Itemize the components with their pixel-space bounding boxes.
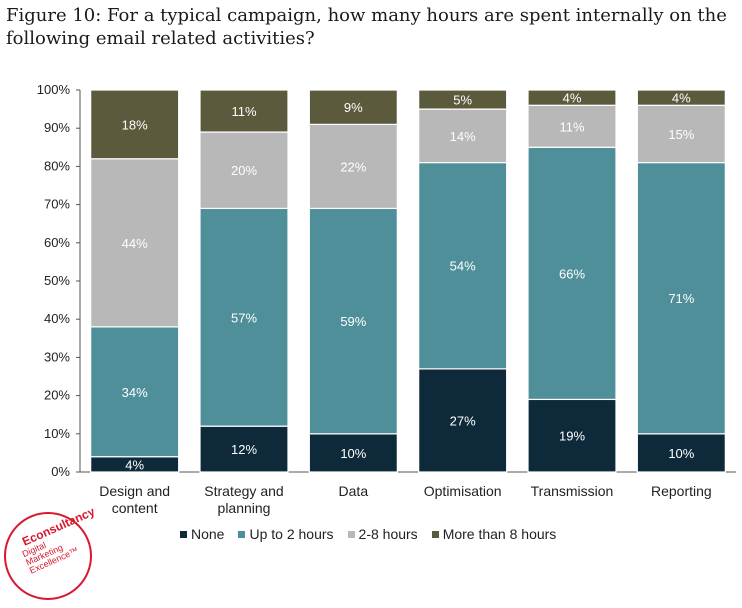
data-label: 12% <box>231 442 257 457</box>
y-tick-label: 50% <box>44 273 70 288</box>
econsultancy-logo: Econsultancy Digital Marketing Excellenc… <box>4 504 97 600</box>
data-label: 11% <box>231 104 256 119</box>
data-label: 18% <box>122 117 148 132</box>
data-label: 11% <box>559 119 584 134</box>
data-label: 44% <box>122 236 148 251</box>
data-label: 27% <box>450 413 476 428</box>
legend-label-up-to-2-hours: Up to 2 hours <box>249 526 334 542</box>
category-label: Design and <box>99 483 170 499</box>
y-tick-label: 40% <box>44 311 70 326</box>
y-tick-label: 30% <box>44 349 70 364</box>
category-label: Optimisation <box>424 483 502 499</box>
legend-item-more-than-8-hours: More than 8 hours <box>431 526 557 542</box>
data-label: 71% <box>668 291 694 306</box>
y-tick-label: 20% <box>44 388 70 403</box>
y-tick-label: 80% <box>44 158 70 173</box>
data-label: 34% <box>122 385 148 400</box>
bar-segment <box>527 398 617 473</box>
data-label: 5% <box>453 93 472 108</box>
category-label: Reporting <box>651 483 712 499</box>
y-tick-label: 70% <box>44 197 70 212</box>
legend-item-none: None <box>180 526 224 542</box>
data-label: 59% <box>340 314 366 329</box>
legend-swatch-up-to-2-hours <box>238 530 246 538</box>
bar-segment <box>418 89 508 110</box>
bar-segment <box>418 108 508 164</box>
bar-segment <box>418 368 508 473</box>
data-label: 57% <box>231 310 257 325</box>
y-tick-label: 10% <box>44 426 70 441</box>
bar-segment <box>199 207 289 427</box>
bar-segment <box>527 89 617 106</box>
y-tick-label: 90% <box>44 120 70 135</box>
bar-segment <box>636 161 726 435</box>
data-label: 4% <box>563 91 582 106</box>
bar-segment <box>527 104 617 148</box>
y-tick-label: 0% <box>51 464 70 479</box>
legend-swatch-more-than-8-hours <box>431 530 439 538</box>
bar-segment <box>90 326 180 458</box>
bar-segment <box>527 146 617 401</box>
bar-segment <box>308 433 398 473</box>
legend-item-up-to-2-hours: Up to 2 hours <box>238 526 334 542</box>
data-label: 54% <box>450 259 476 274</box>
data-label: 4% <box>672 91 691 106</box>
bar-segment <box>418 161 508 370</box>
bar-segment <box>90 89 180 160</box>
legend-swatch-2-8-hours <box>347 530 355 538</box>
bar-segment <box>636 89 726 106</box>
bar-segment <box>90 158 180 328</box>
data-label: 66% <box>559 266 585 281</box>
chart-legend: None Up to 2 hours 2-8 hours More than 8… <box>180 526 556 542</box>
data-label: 20% <box>231 163 257 178</box>
y-tick-label: 60% <box>44 235 70 250</box>
legend-label-more-than-8-hours: More than 8 hours <box>442 526 557 542</box>
data-label: 14% <box>450 129 476 144</box>
category-label: Transmission <box>531 483 614 499</box>
category-label: Strategy and <box>204 483 283 499</box>
data-label: 10% <box>668 446 694 461</box>
data-label: 9% <box>344 100 363 115</box>
legend-label-none: None <box>191 526 225 542</box>
legend-swatch-none <box>180 530 187 538</box>
y-tick-label: 100% <box>37 82 71 97</box>
chart-title: Figure 10: For a typical campaign, how m… <box>6 5 727 49</box>
bar-segment <box>308 89 398 125</box>
data-label: 22% <box>340 159 366 174</box>
data-label: 10% <box>340 446 366 461</box>
bar-segment <box>308 123 398 210</box>
category-label: Data <box>339 483 369 499</box>
category-label: content <box>112 500 158 516</box>
bar-segment <box>636 104 726 164</box>
category-label: planning <box>218 500 271 516</box>
bar-segment <box>308 207 398 435</box>
legend-item-2-8-hours: 2-8 hours <box>347 526 418 542</box>
bar-segment <box>199 425 289 473</box>
bar-segment <box>199 89 289 133</box>
data-label: 19% <box>559 429 585 444</box>
legend-label-2-8-hours: 2-8 hours <box>358 526 418 542</box>
data-label: 15% <box>668 127 694 142</box>
data-label: 4% <box>125 457 144 472</box>
